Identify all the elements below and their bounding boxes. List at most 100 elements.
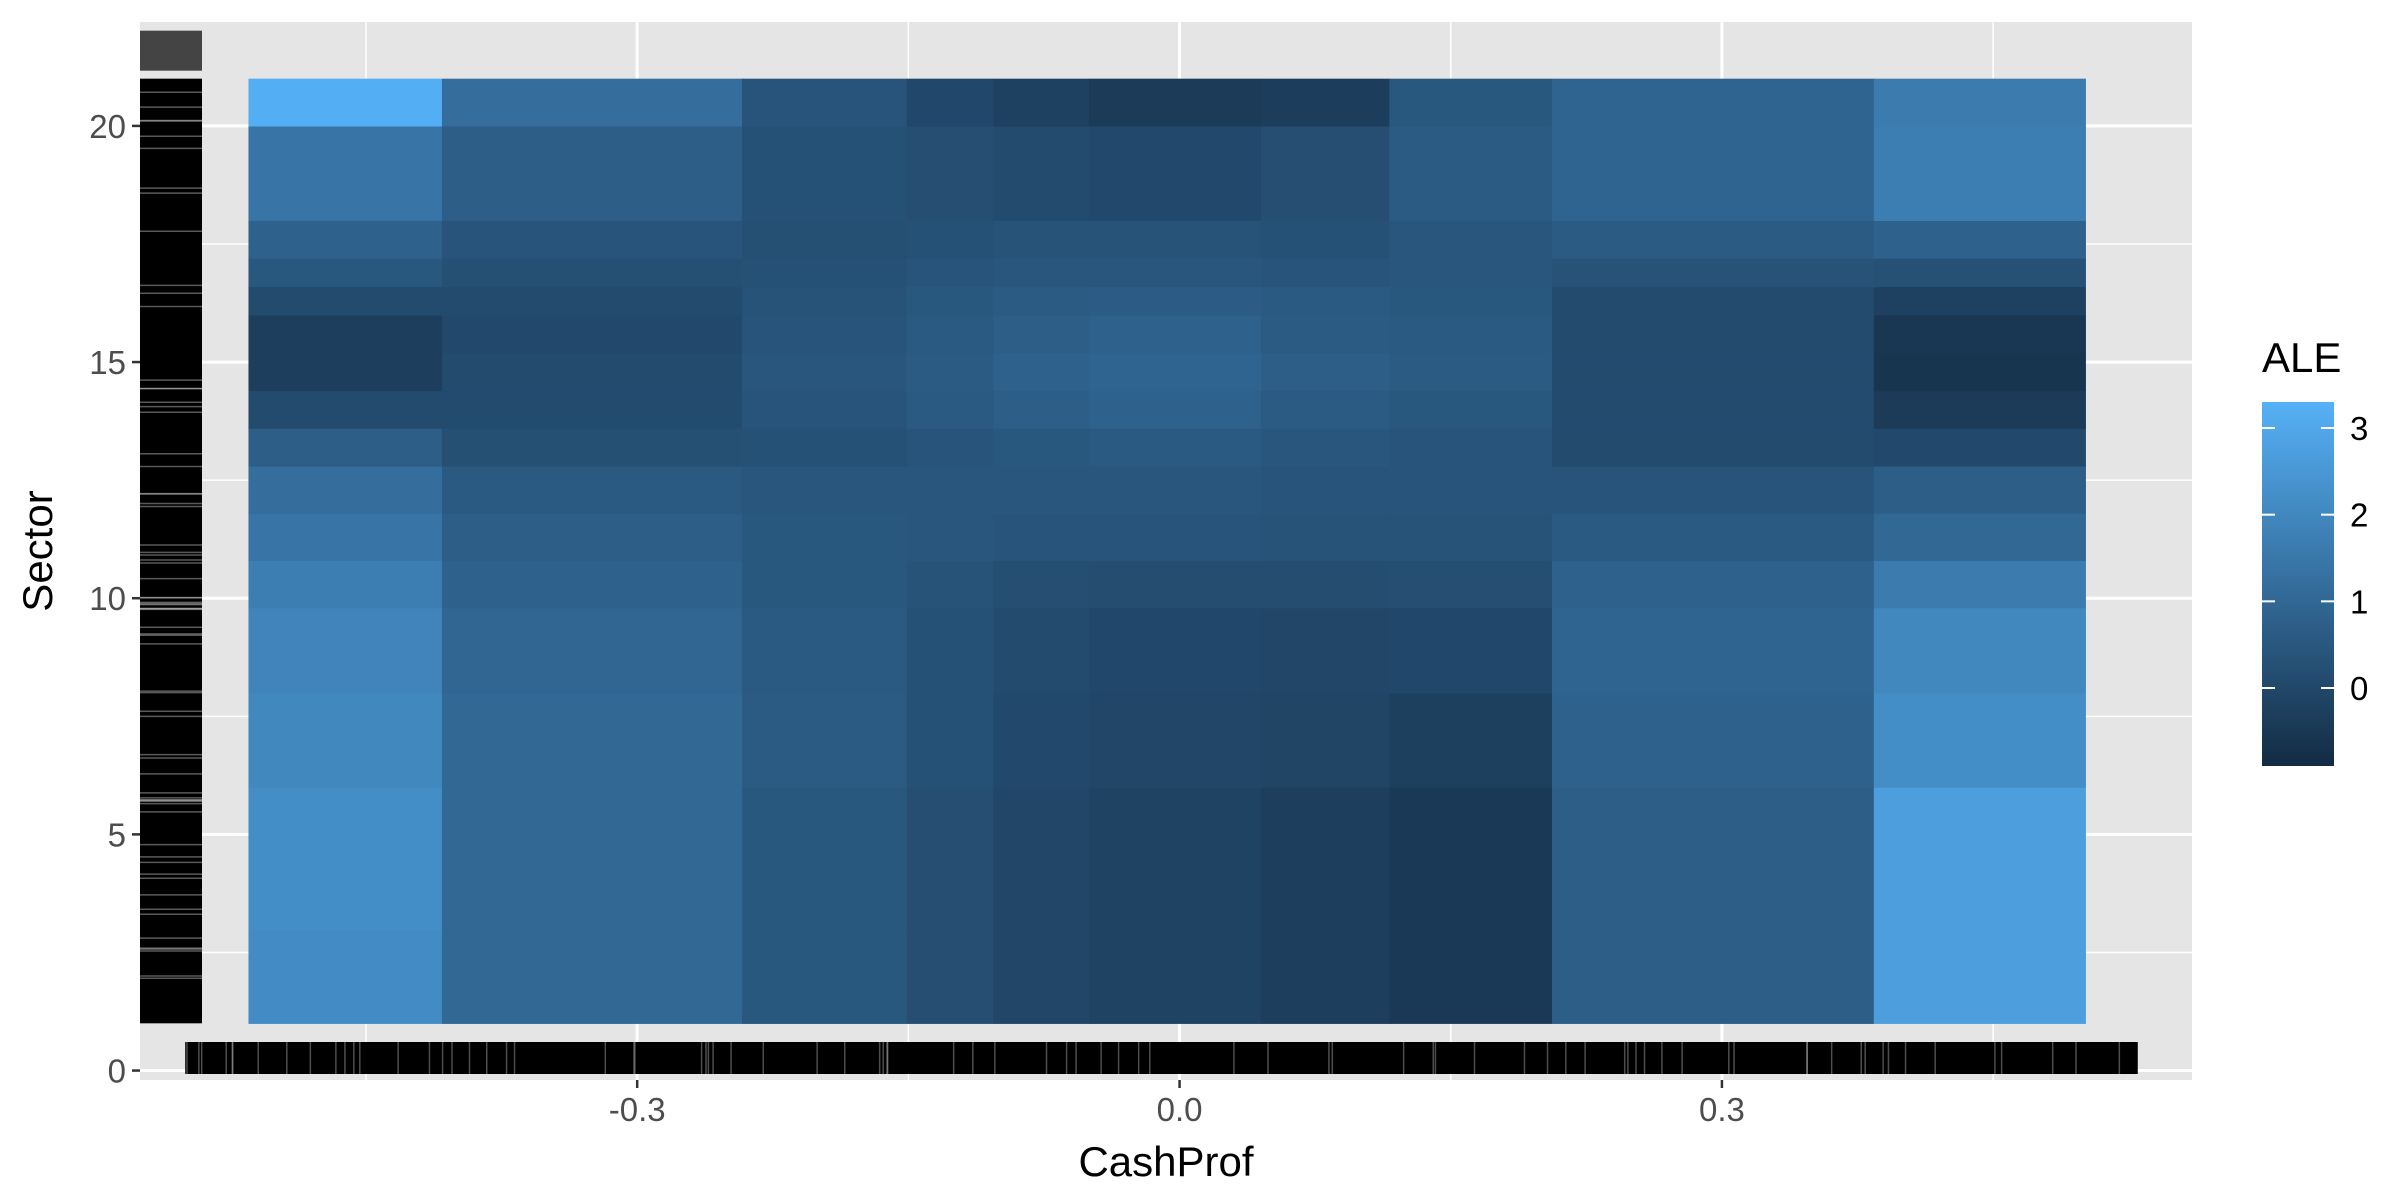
heatmap-tile bbox=[1873, 560, 2086, 609]
heatmap-tile bbox=[1389, 787, 1553, 930]
y-rug-band bbox=[140, 78, 202, 1024]
colorbar-tick-label: 3 bbox=[2350, 410, 2368, 447]
heatmap-tile bbox=[1551, 220, 1875, 259]
heatmap-tile bbox=[906, 125, 994, 221]
heatmap-tile bbox=[1389, 78, 1553, 127]
x-axis: -0.3 0.0 0.3 bbox=[609, 1080, 1745, 1128]
heatmap-tile bbox=[993, 220, 1090, 259]
heatmap-tile bbox=[1260, 928, 1390, 1024]
heatmap-tile bbox=[1873, 465, 2086, 514]
heatmap-tile bbox=[1551, 513, 1875, 562]
heatmap-tile bbox=[742, 220, 908, 259]
legend-title: ALE bbox=[2262, 334, 2341, 381]
heatmap-tile bbox=[1089, 352, 1262, 392]
colorbar-tick-label: 1 bbox=[2350, 583, 2368, 620]
heatmap-tile bbox=[1551, 78, 1875, 127]
heatmap-tile bbox=[906, 78, 994, 127]
heatmap-tile bbox=[1389, 125, 1553, 221]
heatmap-tile bbox=[1551, 607, 1875, 694]
x-tick-label: -0.3 bbox=[609, 1091, 666, 1128]
heatmap-tile bbox=[248, 390, 443, 429]
heatmap-tile bbox=[248, 125, 443, 221]
x-rug-marks bbox=[185, 1042, 2138, 1074]
heatmap-tile bbox=[1089, 390, 1262, 429]
heatmap-tile bbox=[742, 286, 908, 316]
heatmap-tile bbox=[906, 258, 994, 288]
heatmap-tile bbox=[742, 692, 908, 788]
heatmap-tile bbox=[441, 560, 743, 609]
heatmap-tile bbox=[248, 220, 443, 259]
heatmap-tile bbox=[1089, 560, 1262, 609]
heatmap-tile bbox=[1873, 928, 2086, 1024]
heatmap-tile bbox=[1260, 787, 1390, 930]
heatmap-tile bbox=[1089, 928, 1262, 1024]
heatmap-tile bbox=[441, 286, 743, 316]
y-rug-marks bbox=[140, 30, 202, 1024]
heatmap-tile bbox=[441, 692, 743, 788]
heatmap-tile bbox=[1260, 692, 1390, 788]
heatmap-tile bbox=[248, 428, 443, 467]
heatmap-tile bbox=[993, 390, 1090, 429]
heatmap-tile bbox=[993, 125, 1090, 221]
heatmap-tile bbox=[1260, 220, 1390, 259]
heatmap-tile bbox=[1551, 125, 1875, 221]
heatmap-tile bbox=[1089, 286, 1262, 316]
heatmap-tile bbox=[1551, 428, 1875, 467]
heatmap-tiles bbox=[248, 78, 2086, 1024]
heatmap-tile bbox=[906, 607, 994, 694]
heatmap-tile bbox=[248, 607, 443, 694]
colorbar-tick-label: 2 bbox=[2350, 497, 2368, 534]
heatmap-tile bbox=[993, 258, 1090, 288]
y-tick-label: 15 bbox=[89, 344, 126, 381]
colorbar bbox=[2262, 402, 2334, 766]
heatmap-tile bbox=[1389, 286, 1553, 316]
heatmap-tile bbox=[993, 465, 1090, 514]
y-tick-label: 5 bbox=[108, 816, 126, 853]
heatmap-tile bbox=[248, 258, 443, 288]
heatmap-tile bbox=[1389, 513, 1553, 562]
heatmap-tile bbox=[1089, 428, 1262, 467]
heatmap-tile bbox=[248, 787, 443, 930]
heatmap-tile bbox=[742, 560, 908, 609]
heatmap-tile bbox=[1260, 428, 1390, 467]
heatmap-tile bbox=[1260, 125, 1390, 221]
heatmap-tile bbox=[441, 352, 743, 392]
heatmap-tile bbox=[993, 286, 1090, 316]
heatmap-tile bbox=[248, 314, 443, 354]
heatmap-tile bbox=[1873, 428, 2086, 467]
heatmap-tile bbox=[1389, 390, 1553, 429]
colorbar-ticks: 0 1 2 3 bbox=[2262, 410, 2368, 707]
heatmap-tile bbox=[1260, 390, 1390, 429]
heatmap-tile bbox=[906, 390, 994, 429]
heatmap-tile bbox=[1260, 78, 1390, 127]
heatmap-tile bbox=[1551, 465, 1875, 514]
heatmap-tile bbox=[906, 286, 994, 316]
heatmap-tile bbox=[906, 928, 994, 1024]
heatmap-tile bbox=[906, 465, 994, 514]
heatmap-tile bbox=[1873, 78, 2086, 127]
y-tick-label: 20 bbox=[89, 108, 126, 145]
heatmap-tile bbox=[993, 428, 1090, 467]
colorbar-legend: ALE 0 1 2 3 bbox=[2262, 334, 2368, 766]
heatmap-tile bbox=[441, 220, 743, 259]
heatmap-tile bbox=[441, 607, 743, 694]
heatmap-tile bbox=[1389, 314, 1553, 354]
heatmap-tile bbox=[441, 465, 743, 514]
heatmap-tile bbox=[1089, 314, 1262, 354]
heatmap-tile bbox=[1873, 390, 2086, 429]
heatmap-tile bbox=[1389, 607, 1553, 694]
heatmap-tile bbox=[248, 928, 443, 1024]
heatmap-tile bbox=[742, 607, 908, 694]
heatmap-tile bbox=[906, 220, 994, 259]
heatmap-tile bbox=[993, 928, 1090, 1024]
heatmap-tile bbox=[1389, 465, 1553, 514]
heatmap-tile bbox=[993, 513, 1090, 562]
heatmap-tile bbox=[1873, 607, 2086, 694]
heatmap-tile bbox=[993, 787, 1090, 930]
y-tick-label: 0 bbox=[108, 1053, 126, 1090]
heatmap-tile bbox=[1260, 513, 1390, 562]
y-axis: 0 5 10 15 20 bbox=[89, 108, 140, 1090]
heatmap-tile bbox=[906, 560, 994, 609]
heatmap-tile bbox=[993, 352, 1090, 392]
heatmap-tile bbox=[1089, 465, 1262, 514]
